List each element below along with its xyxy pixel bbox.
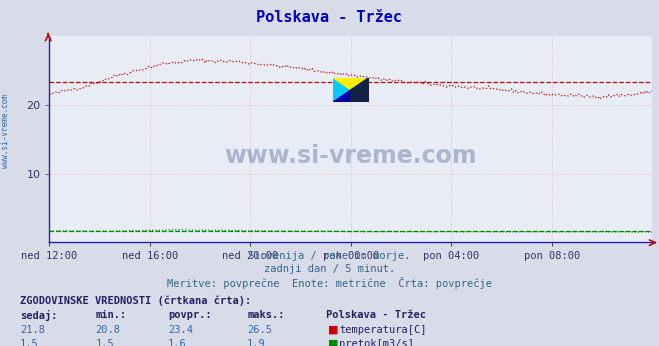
Text: pretok[m3/s]: pretok[m3/s]	[339, 339, 415, 346]
Text: povpr.:: povpr.:	[168, 310, 212, 320]
Text: 26.5: 26.5	[247, 325, 272, 335]
Text: 1.5: 1.5	[96, 339, 114, 346]
Text: 1.9: 1.9	[247, 339, 266, 346]
Polygon shape	[333, 78, 369, 90]
Text: temperatura[C]: temperatura[C]	[339, 325, 427, 335]
Text: 1.5: 1.5	[20, 339, 38, 346]
Text: ZGODOVINSKE VREDNOSTI (črtkana črta):: ZGODOVINSKE VREDNOSTI (črtkana črta):	[20, 296, 251, 306]
Text: Polskava - Tržec: Polskava - Tržec	[326, 310, 426, 320]
Polygon shape	[333, 78, 351, 102]
Text: 20.8: 20.8	[96, 325, 121, 335]
Text: 1.6: 1.6	[168, 339, 186, 346]
Text: ■: ■	[328, 325, 338, 335]
Text: min.:: min.:	[96, 310, 127, 320]
Text: Meritve: povprečne  Enote: metrične  Črta: povprečje: Meritve: povprečne Enote: metrične Črta:…	[167, 277, 492, 289]
Text: zadnji dan / 5 minut.: zadnji dan / 5 minut.	[264, 264, 395, 274]
Text: ■: ■	[328, 339, 338, 346]
Text: 23.4: 23.4	[168, 325, 193, 335]
Polygon shape	[333, 90, 351, 102]
Text: sedaj:: sedaj:	[20, 310, 57, 321]
Text: 21.8: 21.8	[20, 325, 45, 335]
Text: www.si-vreme.com: www.si-vreme.com	[225, 144, 477, 168]
Text: Polskava - Tržec: Polskava - Tržec	[256, 10, 403, 25]
Text: Slovenija / reke in morje.: Slovenija / reke in morje.	[248, 251, 411, 261]
Text: maks.:: maks.:	[247, 310, 285, 320]
Polygon shape	[351, 78, 369, 102]
Text: www.si-vreme.com: www.si-vreme.com	[1, 94, 10, 169]
